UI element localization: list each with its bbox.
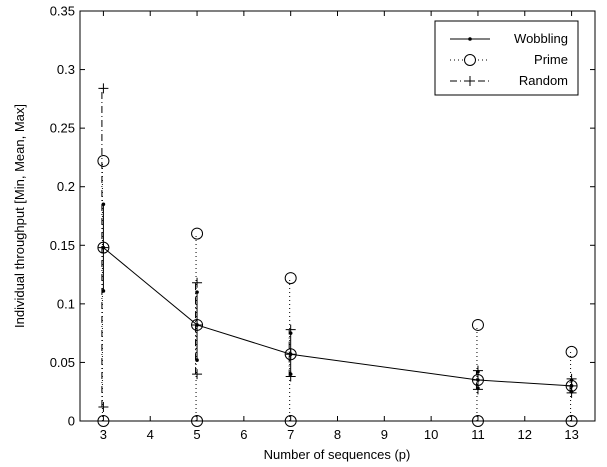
wobbling-min-marker [288,372,293,376]
x-axis-ticks: 3 4 5 6 7 8 9 10 11 12 13 [100,11,579,442]
y-tick-label: 0.2 [57,179,75,194]
wobbling-mean-marker [195,323,199,327]
x-tick-label: 5 [193,427,200,442]
legend-box [434,20,579,96]
prime-max-marker [191,227,204,240]
prime-max-marker [97,154,110,167]
x-tick-label: 10 [424,427,438,442]
legend-label-random: Random [519,73,568,88]
legend-label-wobbling: Wobbling [514,31,568,46]
wobbling-max-marker [195,290,199,294]
wobbling-mean-marker [476,378,480,382]
y-axis-label: Individual throughput [Min, Mean, Max] [12,104,27,328]
y-tick-label: 0.1 [57,296,75,311]
wobbling-mean-marker [101,245,106,250]
x-tick-label: 12 [518,427,532,442]
wobbling-max-marker [476,370,480,374]
legend-marker-prime [464,54,476,66]
prime-mean-marker [97,241,110,254]
y-tick-label: 0 [68,414,75,429]
legend-label-prime: Prime [534,52,568,67]
prime-min-marker [565,415,578,427]
y-axis-ticks: 0 0.05 0.1 0.15 0.2 0.25 0.3 0.35 [50,4,595,429]
random-min-marker [192,369,203,380]
y-tick-label: 0.15 [50,238,75,253]
legend-samples [450,37,490,86]
y-tick-label: 0.25 [50,121,75,136]
y-tick-label: 0.05 [50,355,75,370]
x-axis-label: Number of sequences (p) [264,447,411,462]
x-tick-label: 6 [240,427,247,442]
legend-marker-wobbling [468,37,472,41]
wobbling-min-marker [476,386,480,391]
wobbling-max-marker [101,202,106,207]
x-tick-label: 13 [564,427,578,442]
wobbling-mean-marker [288,352,293,357]
random-max-marker [192,277,203,288]
x-tick-label: 8 [334,427,341,442]
random-min-marker [98,401,109,412]
prime-max-marker [471,318,484,331]
x-tick-label: 7 [287,427,294,442]
prime-mean-marker [284,348,297,361]
data-marks [97,83,578,427]
legend-marker-random [465,76,475,86]
y-tick-label: 0.3 [57,62,75,77]
legend: Wobbling Prime Random [434,20,579,96]
wobbling-max-marker [288,331,293,335]
prime-max-marker [565,345,578,358]
wobbling-max-marker [569,378,574,382]
wobbling-mean-marker [569,384,574,388]
x-tick-label: 3 [100,427,107,442]
wobbling-min-marker [195,358,199,362]
x-tick-label: 9 [381,427,388,442]
prime-min-marker [284,415,297,427]
prime-mean-marker [191,318,204,331]
prime-min-marker [97,415,110,427]
x-tick-label: 11 [471,427,485,442]
x-tick-label: 4 [147,427,154,442]
prime-min-marker [471,415,484,427]
wobbling-min-marker [101,289,106,293]
prime-max-marker [284,272,297,285]
y-tick-label: 0.35 [50,4,75,19]
prime-min-marker [191,415,204,427]
random-max-marker [98,83,109,94]
